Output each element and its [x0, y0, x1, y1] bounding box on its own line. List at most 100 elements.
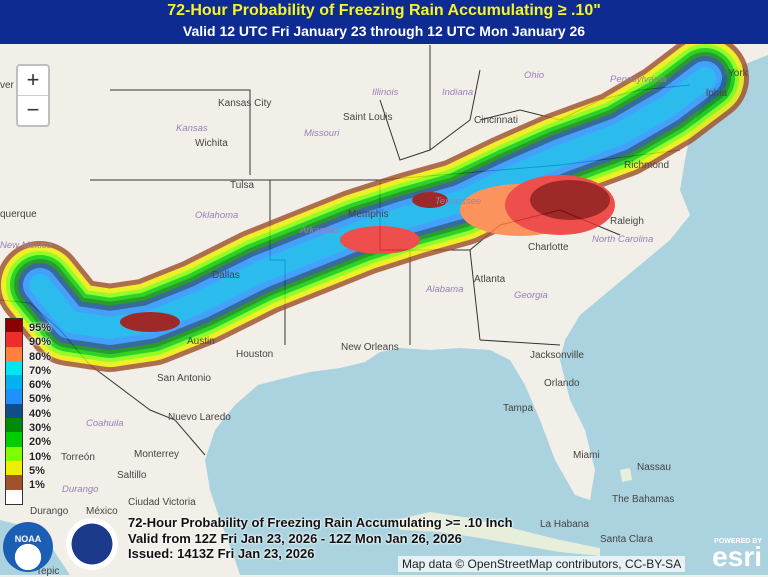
- probability-core: [120, 312, 180, 332]
- place-label: Austin: [187, 336, 215, 347]
- place-label: Durango: [62, 484, 99, 495]
- ocean: [205, 55, 768, 575]
- place-label: North Carolina: [592, 234, 654, 245]
- noaa-logo: NOAA: [3, 522, 53, 572]
- zoom-control: + −: [16, 64, 50, 127]
- map-title: 72-Hour Probability of Freezing Rain Acc…: [167, 2, 601, 19]
- probability-core: [412, 192, 448, 208]
- map-labels: ver Kansas City Illinois Indiana Ohio Pe…: [0, 44, 768, 577]
- place-label: Monterrey: [134, 449, 180, 460]
- place-label: Nassau: [637, 462, 671, 473]
- freezing-rain-swath: [0, 34, 749, 372]
- place-label: Arkansas: [300, 225, 340, 236]
- legend-swatch: [5, 432, 23, 447]
- place-label: Kansas: [176, 123, 208, 134]
- nws-logo: [66, 518, 118, 570]
- info-title: 72-Hour Probability of Freezing Rain Acc…: [128, 515, 513, 530]
- place-label: Tampa: [503, 403, 534, 414]
- esri-brand: esri: [712, 541, 762, 572]
- place-label: Memphis: [348, 209, 389, 220]
- place-label: Durango: [30, 506, 69, 517]
- place-label: San Antonio: [157, 373, 211, 384]
- legend-label: 90%: [29, 336, 52, 349]
- place-label: Raleigh: [610, 216, 644, 227]
- place-label: Ciudad Victoria: [128, 497, 196, 508]
- place-label: York: [728, 68, 748, 79]
- place-label: Oklahoma: [195, 210, 239, 221]
- legend-swatch: [5, 446, 23, 461]
- legend-swatch: [5, 389, 23, 404]
- legend-label: 70%: [29, 364, 52, 377]
- place-label: Orlando: [544, 378, 580, 389]
- legend-label: 1%: [29, 479, 45, 492]
- legend-swatch: [5, 346, 23, 361]
- place-label: Alabama: [426, 284, 464, 295]
- forecast-info: 72-Hour Probability of Freezing Rain Acc…: [128, 515, 513, 562]
- place-label: New Orleans: [341, 342, 399, 353]
- legend-label: 30%: [29, 422, 52, 435]
- place-label: Kansas City: [218, 98, 272, 109]
- info-valid: Valid from 12Z Fri Jan 23, 2026 - 12Z Mo…: [128, 530, 462, 546]
- place-label: Charlotte: [528, 242, 569, 253]
- place-label: Jacksonville: [530, 350, 584, 361]
- map-attribution[interactable]: Map data © OpenStreetMap contributors, C…: [398, 556, 686, 572]
- legend-swatch: [5, 489, 23, 505]
- place-label: querque: [0, 209, 37, 220]
- place-label: Pennsylvania: [610, 74, 667, 85]
- place-label: Richmond: [624, 160, 670, 171]
- legend-label: 95%: [29, 322, 52, 334]
- probability-core: [340, 226, 420, 254]
- bahamas: [620, 468, 632, 482]
- legend-swatch: [5, 332, 23, 347]
- place-label: Tennessee: [435, 196, 482, 207]
- legend-label: 60%: [29, 379, 52, 392]
- place-label: Nuevo Laredo: [168, 412, 231, 423]
- legend-label: 10%: [29, 450, 52, 463]
- legend-swatch: [5, 460, 23, 476]
- place-label: Georgia: [514, 290, 548, 301]
- legend-label: 50%: [29, 393, 52, 406]
- place-label: Illinois: [372, 87, 399, 98]
- legend-swatch: [5, 375, 23, 390]
- cuba: [395, 512, 600, 556]
- place-label: lphia: [706, 88, 728, 99]
- place-label: México: [86, 506, 118, 517]
- map-header: 72-Hour Probability of Freezing Rain Acc…: [0, 0, 768, 44]
- zoom-in-button[interactable]: +: [26, 67, 40, 92]
- place-label: Saint Louis: [343, 112, 393, 123]
- map-subtitle: Valid 12 UTC Fri January 23 through 12 U…: [182, 23, 586, 39]
- place-label: Wichita: [195, 138, 228, 149]
- place-label: Missouri: [304, 128, 340, 139]
- legend-swatch: [5, 360, 23, 376]
- place-label: Cincinnati: [474, 115, 518, 126]
- place-label: Coahuila: [86, 418, 124, 429]
- legend-label: 40%: [29, 407, 52, 420]
- place-label: Ohio: [524, 70, 545, 81]
- place-label: Dallas: [212, 270, 240, 281]
- place-label: Miami: [573, 450, 600, 461]
- place-label: Indiana: [442, 87, 474, 98]
- zoom-out-button[interactable]: −: [18, 95, 48, 125]
- place-label: The Bahamas: [612, 494, 675, 505]
- legend-label: 80%: [29, 350, 52, 363]
- legend-swatch: [5, 318, 23, 334]
- info-issued: Issued: 1413Z Fri Jan 23, 2026: [128, 546, 315, 561]
- place-label: Tulsa: [230, 180, 255, 191]
- probability-core: [530, 180, 610, 220]
- legend-swatch: [5, 418, 23, 433]
- place-label: La Habana: [540, 519, 589, 530]
- legend-label: 20%: [29, 436, 52, 449]
- legend-swatch: [5, 403, 23, 419]
- noaa-logo-text: NOAA: [14, 534, 42, 544]
- esri-powered-by: POWERED BY: [714, 538, 762, 545]
- place-label: Santa Clara: [600, 534, 653, 545]
- legend-label: 5%: [29, 464, 45, 477]
- place-label: Torreón: [61, 452, 95, 463]
- place-label: Tepic: [36, 566, 60, 577]
- place-label: New Mexico: [0, 240, 52, 251]
- place-label: Atlanta: [474, 274, 506, 285]
- place-label: Saltillo: [117, 470, 147, 481]
- place-label: ver: [0, 80, 14, 91]
- esri-logo[interactable]: POWERED BY esri: [712, 538, 762, 572]
